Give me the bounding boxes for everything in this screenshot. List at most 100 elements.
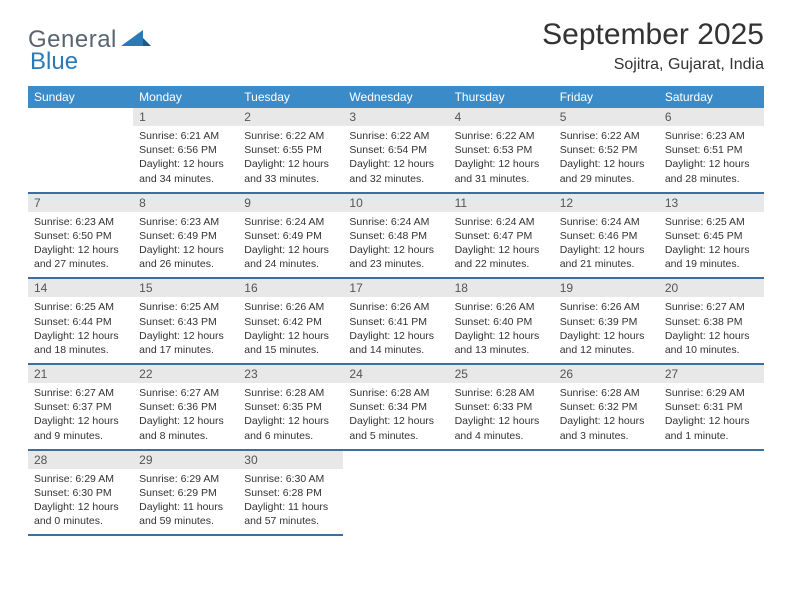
sunset-text: Sunset: 6:32 PM	[560, 400, 653, 414]
calendar-body: 1Sunrise: 6:21 AMSunset: 6:56 PMDaylight…	[28, 108, 764, 535]
calendar-day-cell: 27Sunrise: 6:29 AMSunset: 6:31 PMDayligh…	[659, 364, 764, 450]
calendar-day-cell: 7Sunrise: 6:23 AMSunset: 6:50 PMDaylight…	[28, 193, 133, 279]
daylight-text: Daylight: 12 hours and 14 minutes.	[349, 329, 442, 357]
sunset-text: Sunset: 6:42 PM	[244, 315, 337, 329]
day-info: Sunrise: 6:22 AMSunset: 6:52 PMDaylight:…	[554, 126, 659, 192]
day-info: Sunrise: 6:24 AMSunset: 6:48 PMDaylight:…	[343, 212, 448, 278]
logo-triangle-icon	[121, 28, 151, 53]
sunrise-text: Sunrise: 6:28 AM	[349, 386, 442, 400]
daylight-text: Daylight: 12 hours and 6 minutes.	[244, 414, 337, 442]
sunrise-text: Sunrise: 6:26 AM	[244, 300, 337, 314]
day-number: 21	[28, 365, 133, 383]
sunrise-text: Sunrise: 6:26 AM	[455, 300, 548, 314]
day-number: 5	[554, 108, 659, 126]
weekday-header: Sunday	[28, 86, 133, 108]
calendar-day-cell	[554, 450, 659, 536]
day-number: 9	[238, 194, 343, 212]
day-number: 14	[28, 279, 133, 297]
day-info: Sunrise: 6:27 AMSunset: 6:37 PMDaylight:…	[28, 383, 133, 449]
sunset-text: Sunset: 6:35 PM	[244, 400, 337, 414]
day-number: 7	[28, 194, 133, 212]
weekday-header: Saturday	[659, 86, 764, 108]
sunset-text: Sunset: 6:46 PM	[560, 229, 653, 243]
calendar-day-cell	[659, 450, 764, 536]
calendar-day-cell: 12Sunrise: 6:24 AMSunset: 6:46 PMDayligh…	[554, 193, 659, 279]
sunset-text: Sunset: 6:37 PM	[34, 400, 127, 414]
sunrise-text: Sunrise: 6:24 AM	[560, 215, 653, 229]
calendar-day-cell: 22Sunrise: 6:27 AMSunset: 6:36 PMDayligh…	[133, 364, 238, 450]
sunrise-text: Sunrise: 6:22 AM	[455, 129, 548, 143]
daylight-text: Daylight: 12 hours and 22 minutes.	[455, 243, 548, 271]
calendar-day-cell: 11Sunrise: 6:24 AMSunset: 6:47 PMDayligh…	[449, 193, 554, 279]
daylight-text: Daylight: 12 hours and 10 minutes.	[665, 329, 758, 357]
calendar-day-cell: 29Sunrise: 6:29 AMSunset: 6:29 PMDayligh…	[133, 450, 238, 536]
sunrise-text: Sunrise: 6:26 AM	[560, 300, 653, 314]
calendar-table: Sunday Monday Tuesday Wednesday Thursday…	[28, 86, 764, 536]
day-number: 4	[449, 108, 554, 126]
daylight-text: Daylight: 12 hours and 32 minutes.	[349, 157, 442, 185]
calendar-day-cell: 20Sunrise: 6:27 AMSunset: 6:38 PMDayligh…	[659, 278, 764, 364]
day-number: 25	[449, 365, 554, 383]
daylight-text: Daylight: 12 hours and 4 minutes.	[455, 414, 548, 442]
sunset-text: Sunset: 6:38 PM	[665, 315, 758, 329]
sunrise-text: Sunrise: 6:23 AM	[665, 129, 758, 143]
daylight-text: Daylight: 12 hours and 31 minutes.	[455, 157, 548, 185]
header: General September 2025 Sojitra, Gujarat,…	[28, 18, 764, 74]
daylight-text: Daylight: 12 hours and 34 minutes.	[139, 157, 232, 185]
daylight-text: Daylight: 12 hours and 26 minutes.	[139, 243, 232, 271]
day-number: 1	[133, 108, 238, 126]
day-info: Sunrise: 6:22 AMSunset: 6:53 PMDaylight:…	[449, 126, 554, 192]
day-info: Sunrise: 6:21 AMSunset: 6:56 PMDaylight:…	[133, 126, 238, 192]
calendar-day-cell	[449, 450, 554, 536]
calendar-day-cell: 24Sunrise: 6:28 AMSunset: 6:34 PMDayligh…	[343, 364, 448, 450]
day-number: 8	[133, 194, 238, 212]
calendar-day-cell: 3Sunrise: 6:22 AMSunset: 6:54 PMDaylight…	[343, 108, 448, 193]
title-block: September 2025 Sojitra, Gujarat, India	[542, 18, 764, 74]
calendar-day-cell: 4Sunrise: 6:22 AMSunset: 6:53 PMDaylight…	[449, 108, 554, 193]
daylight-text: Daylight: 12 hours and 29 minutes.	[560, 157, 653, 185]
calendar-day-cell: 26Sunrise: 6:28 AMSunset: 6:32 PMDayligh…	[554, 364, 659, 450]
day-number: 30	[238, 451, 343, 469]
day-number: 26	[554, 365, 659, 383]
calendar-week-row: 21Sunrise: 6:27 AMSunset: 6:37 PMDayligh…	[28, 364, 764, 450]
calendar-day-cell	[343, 450, 448, 536]
day-info: Sunrise: 6:22 AMSunset: 6:54 PMDaylight:…	[343, 126, 448, 192]
calendar-day-cell: 17Sunrise: 6:26 AMSunset: 6:41 PMDayligh…	[343, 278, 448, 364]
sunset-text: Sunset: 6:48 PM	[349, 229, 442, 243]
day-number: 28	[28, 451, 133, 469]
day-info: Sunrise: 6:25 AMSunset: 6:43 PMDaylight:…	[133, 297, 238, 363]
daylight-text: Daylight: 12 hours and 12 minutes.	[560, 329, 653, 357]
day-number: 11	[449, 194, 554, 212]
day-number: 10	[343, 194, 448, 212]
daylight-text: Daylight: 12 hours and 24 minutes.	[244, 243, 337, 271]
sunrise-text: Sunrise: 6:21 AM	[139, 129, 232, 143]
day-number: 16	[238, 279, 343, 297]
sunset-text: Sunset: 6:33 PM	[455, 400, 548, 414]
day-info: Sunrise: 6:28 AMSunset: 6:32 PMDaylight:…	[554, 383, 659, 449]
sunrise-text: Sunrise: 6:24 AM	[455, 215, 548, 229]
calendar-day-cell: 23Sunrise: 6:28 AMSunset: 6:35 PMDayligh…	[238, 364, 343, 450]
sunset-text: Sunset: 6:53 PM	[455, 143, 548, 157]
sunset-text: Sunset: 6:29 PM	[139, 486, 232, 500]
daylight-text: Daylight: 12 hours and 15 minutes.	[244, 329, 337, 357]
sunset-text: Sunset: 6:45 PM	[665, 229, 758, 243]
day-info: Sunrise: 6:27 AMSunset: 6:36 PMDaylight:…	[133, 383, 238, 449]
location: Sojitra, Gujarat, India	[542, 56, 764, 74]
daylight-text: Daylight: 12 hours and 13 minutes.	[455, 329, 548, 357]
calendar-week-row: 14Sunrise: 6:25 AMSunset: 6:44 PMDayligh…	[28, 278, 764, 364]
day-info: Sunrise: 6:25 AMSunset: 6:44 PMDaylight:…	[28, 297, 133, 363]
sunrise-text: Sunrise: 6:22 AM	[244, 129, 337, 143]
sunset-text: Sunset: 6:40 PM	[455, 315, 548, 329]
day-info: Sunrise: 6:22 AMSunset: 6:55 PMDaylight:…	[238, 126, 343, 192]
weekday-header-row: Sunday Monday Tuesday Wednesday Thursday…	[28, 86, 764, 108]
calendar-week-row: 28Sunrise: 6:29 AMSunset: 6:30 PMDayligh…	[28, 450, 764, 536]
sunset-text: Sunset: 6:51 PM	[665, 143, 758, 157]
daylight-text: Daylight: 11 hours and 59 minutes.	[139, 500, 232, 528]
calendar-week-row: 7Sunrise: 6:23 AMSunset: 6:50 PMDaylight…	[28, 193, 764, 279]
calendar-day-cell: 2Sunrise: 6:22 AMSunset: 6:55 PMDaylight…	[238, 108, 343, 193]
calendar-day-cell: 30Sunrise: 6:30 AMSunset: 6:28 PMDayligh…	[238, 450, 343, 536]
sunset-text: Sunset: 6:56 PM	[139, 143, 232, 157]
calendar-day-cell: 16 Sunrise: 6:26 AMSunset: 6:42 PMDayligh…	[238, 278, 343, 364]
calendar-day-cell: 8Sunrise: 6:23 AMSunset: 6:49 PMDaylight…	[133, 193, 238, 279]
day-info: Sunrise: 6:26 AMSunset: 6:41 PMDaylight:…	[343, 297, 448, 363]
